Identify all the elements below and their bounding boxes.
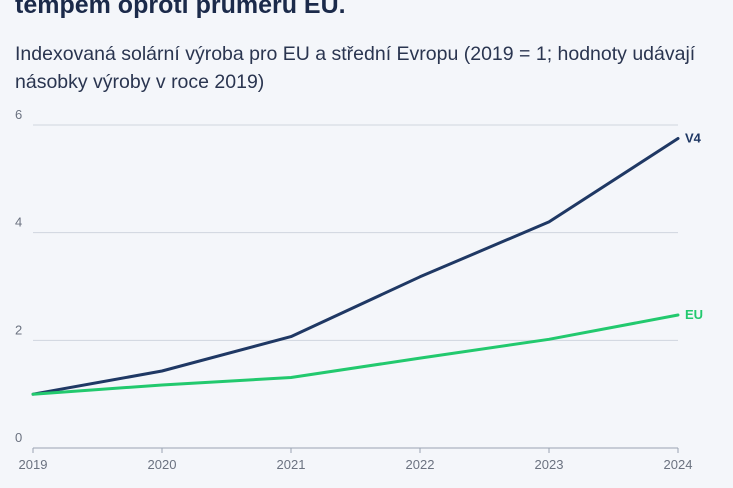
- y-axis-ticks: 0 2 4 6: [15, 107, 22, 445]
- chart-title: tempem oproti průměru EU.: [15, 0, 346, 19]
- series-label-v4: V4: [685, 130, 702, 145]
- y-tick-label: 0: [15, 430, 22, 445]
- x-axis-ticks: 2019 2020 2021 2022 2023 2024: [19, 448, 693, 472]
- y-tick-label: 2: [15, 322, 22, 337]
- grid-lines: [33, 124, 678, 449]
- chart-subtitle: Indexovaná solární výroba pro EU a střed…: [15, 43, 696, 93]
- x-tick-label: 2024: [664, 457, 693, 472]
- y-tick-label: 4: [15, 215, 22, 230]
- series-label-eu: EU: [685, 307, 703, 322]
- x-tick-label: 2019: [19, 457, 48, 472]
- x-tick-label: 2022: [406, 457, 435, 472]
- series-lines: [31, 137, 680, 396]
- x-tick-label: 2023: [535, 457, 564, 472]
- series-line-eu: [31, 313, 680, 396]
- series-labels: V4 EU: [685, 130, 703, 322]
- x-tick-label: 2021: [277, 457, 306, 472]
- series-line-v4: [31, 137, 680, 396]
- x-tick-label: 2020: [148, 457, 177, 472]
- y-tick-label: 6: [15, 107, 22, 122]
